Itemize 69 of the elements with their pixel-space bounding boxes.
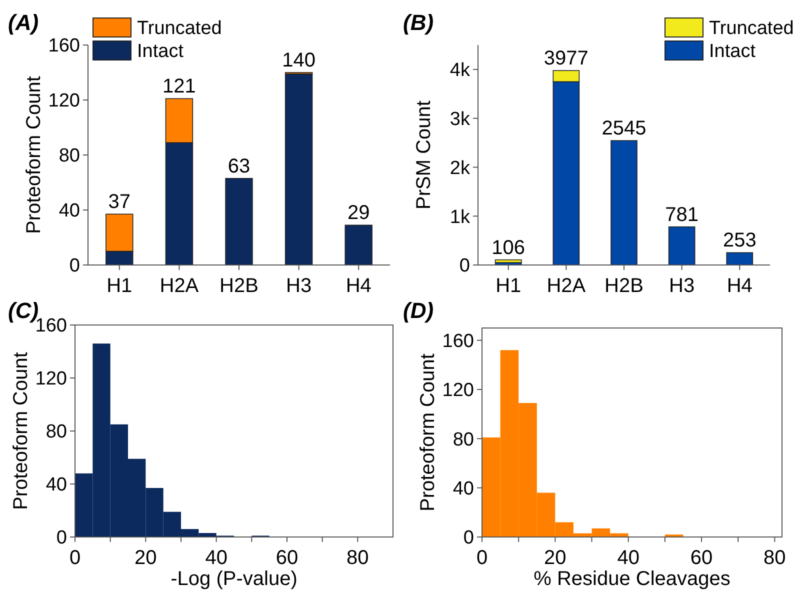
chart-title: (B) (403, 10, 434, 35)
total-label: 140 (282, 50, 316, 72)
bar (668, 226, 696, 266)
x-tick-label: 0 (476, 547, 488, 569)
x-tick-label: 20 (544, 547, 566, 569)
bar (494, 259, 522, 263)
y-tick-label: 40 (58, 200, 80, 222)
x-tick-label: 60 (690, 547, 713, 569)
bar (225, 178, 253, 266)
y-tick-label: 4k (450, 60, 470, 82)
x-tick-label: H4 (726, 275, 752, 297)
bar (610, 140, 638, 266)
x-tick-label: 40 (205, 547, 228, 569)
y-axis-title: Proteoform Count (417, 353, 439, 512)
legend-label: Truncated (709, 18, 794, 39)
y-tick-label: 80 (452, 429, 474, 450)
y-tick-label: 1k (450, 206, 470, 228)
y-tick-label: 120 (442, 380, 474, 402)
x-tick-label: H2B (604, 275, 644, 297)
total-label: 63 (228, 155, 250, 178)
legend-label: Intact (709, 41, 756, 62)
bar (344, 224, 372, 266)
x-tick-label: H3 (669, 275, 695, 297)
total-label: 106 (492, 236, 526, 259)
y-tick-label: 160 (48, 36, 80, 57)
chart-title: (C) (8, 298, 39, 323)
x-tick-label: H2B (220, 275, 258, 297)
y-tick-label: 0 (56, 528, 67, 549)
total-label: 37 (108, 191, 131, 214)
x-tick-label: H1 (106, 275, 132, 297)
legend-label: Truncated (137, 18, 222, 39)
x-tick-label: 60 (276, 547, 298, 569)
x-axis-title: % Residue Cleavages (534, 568, 730, 590)
y-tick-label: 120 (35, 368, 67, 390)
chart-title: (A) (8, 10, 39, 35)
x-tick-label: 80 (346, 547, 369, 569)
total-label: 29 (347, 202, 370, 224)
x-tick-label: H1 (496, 275, 522, 297)
chart-title: (D) (403, 298, 434, 323)
total-label: 2545 (602, 118, 646, 140)
x-tick-label: H2A (160, 275, 200, 297)
y-axis-title: Proteoform Count (10, 352, 32, 510)
x-tick-label: H2A (546, 275, 586, 297)
total-label: 121 (162, 76, 196, 98)
total-label: 253 (722, 230, 756, 252)
y-tick-label: 160 (442, 330, 474, 352)
y-tick-label: 0 (69, 256, 80, 277)
y-tick-label: 2k (450, 158, 470, 179)
total-label: 781 (665, 204, 699, 226)
x-axis-title: -Log (P-value) (170, 568, 298, 590)
total-label: 3977 (544, 48, 588, 70)
y-tick-label: 40 (452, 478, 474, 500)
y-tick-label: 0 (459, 256, 470, 277)
x-tick-label: H3 (286, 275, 312, 297)
y-tick-label: 80 (46, 422, 67, 443)
x-tick-label: H4 (346, 275, 372, 297)
y-axis-title: Proteoform Count (23, 76, 45, 234)
y-tick-label: 40 (46, 474, 67, 496)
y-tick-label: 3k (450, 108, 470, 130)
bar (726, 252, 754, 266)
x-tick-label: 40 (617, 547, 640, 569)
y-tick-label: 80 (58, 146, 80, 167)
y-axis-title: PrSM Count (413, 100, 435, 210)
x-tick-label: 80 (764, 547, 786, 569)
x-tick-label: 20 (134, 547, 157, 569)
bar (284, 73, 313, 266)
legend-label: Intact (137, 41, 184, 62)
y-tick-label: 0 (463, 528, 474, 549)
y-tick-label: 120 (48, 90, 80, 112)
